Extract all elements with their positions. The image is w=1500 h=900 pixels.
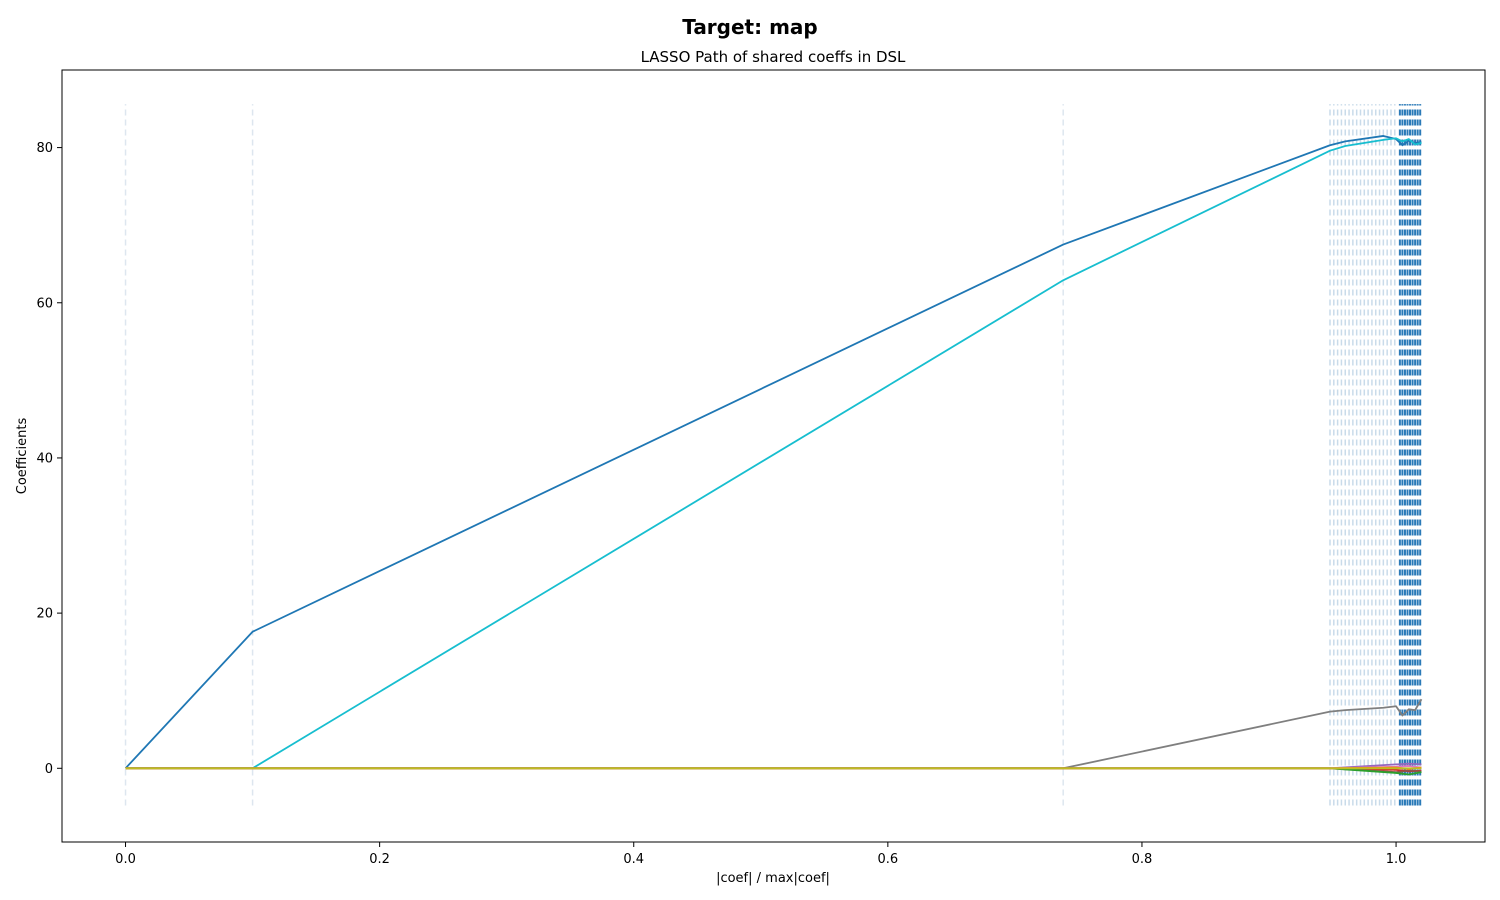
- x-axis-ticks: 0.0 0.2 0.4 0.6 0.8 1.0: [115, 842, 1406, 867]
- y-tick-label: 60: [36, 296, 53, 311]
- y-axis-ticks: 0 20 40 60 80: [36, 141, 62, 777]
- plot-area-frame: [61, 69, 1486, 843]
- coefficient-path-2: [125, 137, 1422, 770]
- y-tick-label: 80: [36, 141, 53, 156]
- x-tick-label: 0.2: [369, 852, 390, 867]
- x-tick-label: 0.4: [623, 852, 644, 867]
- coefficient-path-7: [125, 767, 1422, 776]
- y-axis-label: Coefficients: [15, 418, 30, 495]
- coefficient-path-1: [124, 135, 1422, 769]
- x-tick-label: 1.0: [1386, 852, 1407, 867]
- x-tick-label: 0.6: [878, 852, 899, 867]
- x-tick-label: 0.0: [115, 852, 136, 867]
- coefficient-path-3: [125, 698, 1423, 770]
- y-tick-label: 0: [45, 762, 53, 777]
- chart-title: LASSO Path of shared coeffs in DSL: [641, 48, 906, 66]
- y-tick-label: 40: [36, 451, 53, 466]
- x-tick-label: 0.8: [1132, 852, 1153, 867]
- vertical-dashed-lines: [124, 104, 1422, 806]
- y-tick-label: 20: [36, 607, 53, 622]
- coefficient-paths: [124, 135, 1423, 776]
- x-axis-label: |coef| / max|coef|: [716, 871, 830, 886]
- figure-suptitle: Target: map: [682, 15, 817, 39]
